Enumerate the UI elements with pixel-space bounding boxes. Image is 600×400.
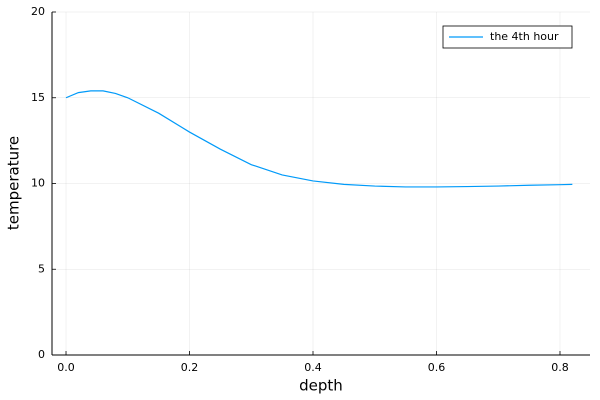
x-tick-label: 0.4 bbox=[304, 361, 322, 374]
y-axis-label: temperature bbox=[5, 136, 23, 230]
line bbox=[65, 90, 573, 188]
y-tick-label: 5 bbox=[38, 262, 45, 275]
legend-box bbox=[442, 25, 573, 49]
x-tick-label: 0.8 bbox=[551, 361, 569, 374]
y-tick-label: 15 bbox=[31, 91, 45, 104]
legend-label: the 4th hour bbox=[490, 30, 559, 43]
y-tick-label: 20 bbox=[31, 5, 45, 18]
y-tick-label: 0 bbox=[38, 348, 45, 361]
x-tick-label: 0.2 bbox=[181, 361, 199, 374]
x-axis-label: depth bbox=[299, 377, 343, 395]
y-tick-label: 10 bbox=[31, 177, 45, 190]
x-tick-label: 0.0 bbox=[57, 361, 75, 374]
x-tick-label: 0.6 bbox=[428, 361, 446, 374]
